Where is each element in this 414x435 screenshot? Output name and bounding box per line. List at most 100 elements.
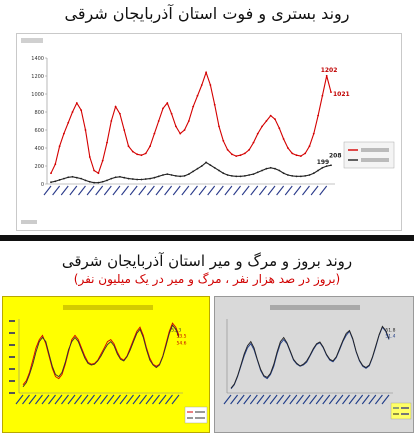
x-tick-label [67,394,76,405]
data-point [75,176,78,179]
x-tick-label [302,185,310,196]
data-point [213,166,216,169]
chart-header-mark [21,38,43,43]
data-point [200,84,203,86]
data-point [213,103,216,106]
data-point [287,147,289,149]
data-point [80,109,83,112]
data-point [127,177,130,180]
x-tick-label [52,185,61,196]
data-point [209,164,212,167]
data-label: 54.6 [177,340,187,346]
data-point [84,129,87,131]
data-point [235,175,238,178]
data-point [256,132,259,135]
x-tick-label [293,185,302,196]
y-tick-mark [9,332,15,334]
x-tick-label [258,185,267,196]
x-tick-label [155,185,164,196]
data-point [110,120,113,122]
legend-box [390,402,412,420]
x-tick-label [121,185,129,196]
x-tick-label [224,185,233,196]
data-point [127,145,130,148]
data-point [114,176,117,179]
data-point [54,180,57,183]
data-point [226,148,229,151]
data-point [101,180,104,183]
x-tick-label [22,394,30,405]
y-tick-label: 200 [34,164,44,170]
data-point [308,145,311,148]
data-point [295,175,298,178]
data-point [123,129,126,131]
data-point [287,174,289,176]
data-point [196,94,199,97]
x-tick-label [132,394,141,405]
x-tick-label [43,185,52,196]
x-tick-label [119,394,128,405]
data-point [325,165,328,167]
data-point [205,161,207,164]
data-point [136,178,139,181]
x-tick-label [158,394,167,405]
data-label: 51.8 [385,327,395,333]
x-tick-label [152,394,160,405]
x-tick-label [48,394,56,405]
data-point [226,174,229,176]
data-point [71,111,74,113]
data-point [153,176,156,179]
data-point [321,94,324,97]
data-point [248,148,251,151]
x-tick-label [87,394,95,405]
data-point [330,91,332,94]
x-tick-label [61,394,69,405]
data-point [144,178,147,180]
data-point [123,176,126,179]
data-point [291,152,294,155]
x-tick-label [138,185,147,196]
x-tick-label [54,394,63,405]
data-point [58,145,61,148]
data-point [97,172,100,175]
data-point [192,105,195,108]
data-point [136,153,139,156]
data-point [149,177,151,180]
x-tick-label [263,394,271,405]
y-tick-label: 0 [41,182,44,188]
data-point [50,181,52,184]
data-point [162,174,164,176]
x-tick-label [249,394,258,405]
x-tick-label [207,185,216,196]
series-line-1 [230,325,390,389]
data-point [162,107,164,110]
data-point [149,145,151,148]
data-point [80,177,83,180]
data-point [282,138,285,140]
data-point [256,171,259,174]
data-point [93,181,95,184]
data-point [261,125,263,128]
x-tick-label [319,185,328,196]
data-point [243,152,246,155]
data-point [291,175,294,177]
x-tick-label [113,394,121,405]
x-tick-label [190,185,198,196]
section-divider [0,235,414,241]
data-point [54,163,57,166]
y-tick-mark [9,392,15,394]
y-tick-label: 600 [34,128,44,134]
x-tick-label [276,185,285,196]
data-point [93,169,95,172]
data-point [88,180,91,183]
x-tick-label [215,185,224,196]
x-tick-label [368,394,377,405]
data-point [187,173,190,176]
x-tick-label [146,185,155,196]
y-tick-mark [9,356,15,358]
x-tick-label [282,394,291,405]
x-tick-label [355,394,364,405]
data-point [209,84,212,86]
x-tick-label [302,394,311,405]
data-point [265,120,268,122]
